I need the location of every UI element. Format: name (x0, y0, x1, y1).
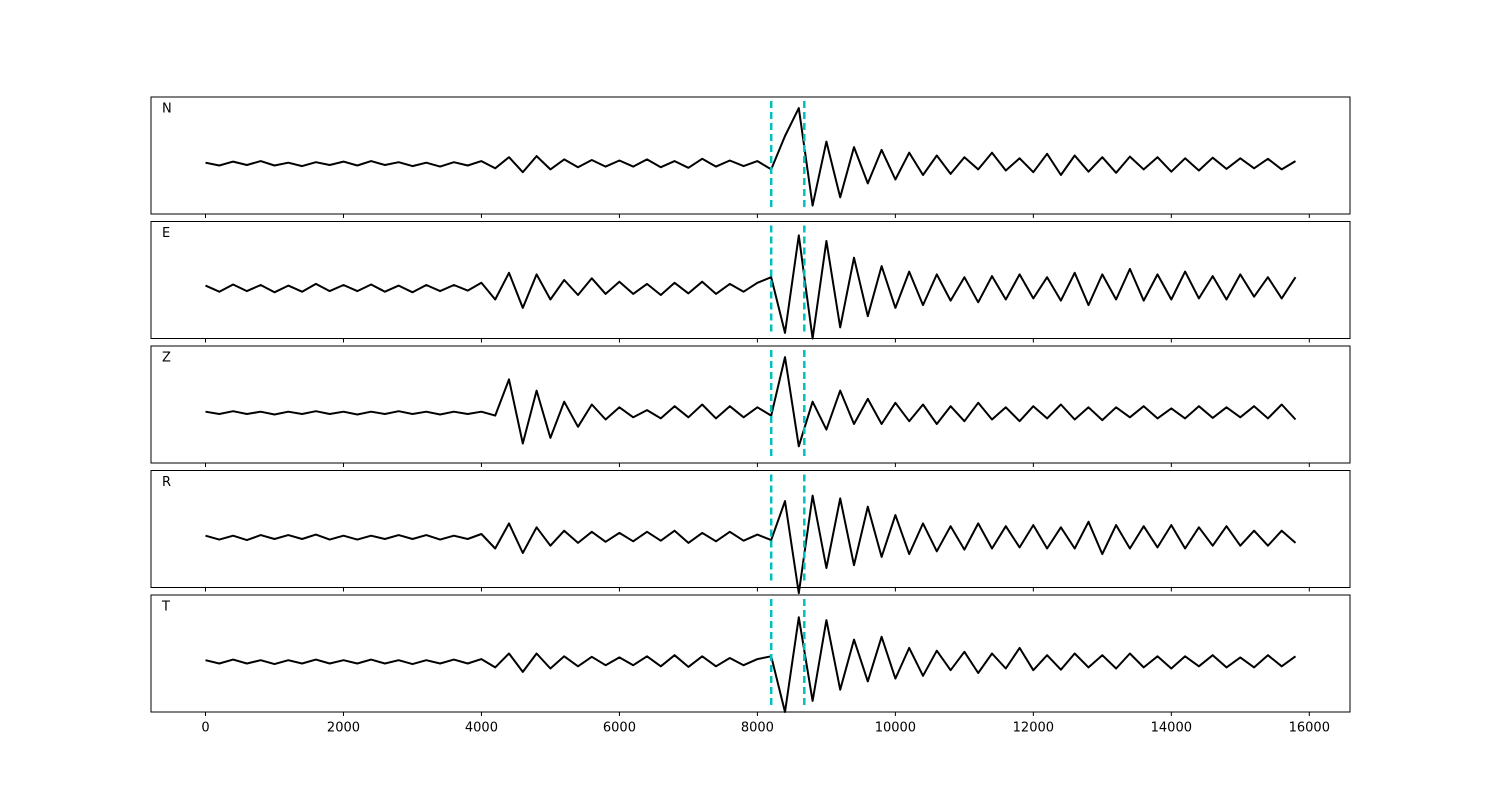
x-tick-label: 14000 (1151, 721, 1192, 736)
trace (205, 234, 1297, 340)
trace (205, 616, 1297, 713)
panel-frame (150, 96, 1351, 215)
panel-label: R (162, 475, 171, 490)
x-tick-label: 6000 (603, 721, 636, 736)
panel-label: N (162, 102, 172, 117)
panel-label: T (161, 600, 170, 615)
x-tick-label: 16000 (1289, 721, 1330, 736)
trace (205, 356, 1297, 448)
panel-label: Z (162, 351, 171, 366)
panel-frame (150, 470, 1351, 588)
trace (205, 494, 1297, 595)
trace (205, 107, 1297, 207)
x-tick-label: 4000 (465, 721, 498, 736)
panel-frame (150, 221, 1351, 339)
x-tick-label: 0 (201, 721, 209, 736)
x-tick-label: 2000 (327, 721, 360, 736)
x-tick-label: 10000 (875, 721, 916, 736)
x-tick-label: 8000 (741, 721, 774, 736)
panel-label: E (162, 226, 170, 241)
panel-frame (150, 345, 1351, 464)
x-tick-label: 12000 (1013, 721, 1054, 736)
panel-frame (150, 594, 1351, 713)
